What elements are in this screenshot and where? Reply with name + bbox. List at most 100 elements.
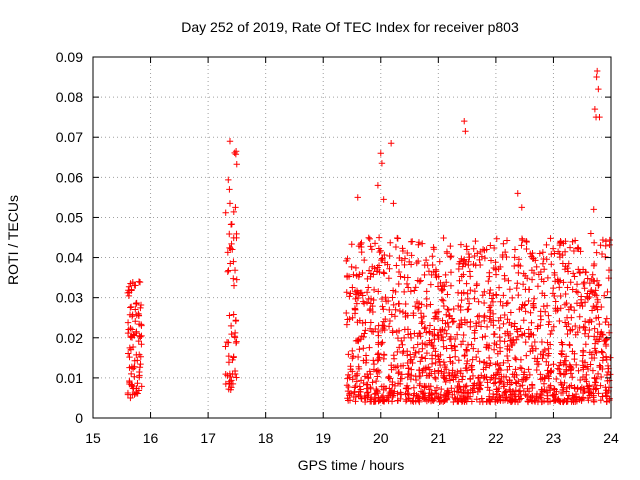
data-point	[138, 383, 145, 390]
data-point	[369, 379, 376, 386]
data-point	[481, 312, 488, 320]
data-point	[228, 220, 236, 228]
data-point	[593, 385, 600, 392]
data-point	[404, 331, 412, 338]
data-point	[573, 361, 580, 369]
data-point	[489, 390, 497, 398]
data-point	[385, 392, 392, 399]
data-point	[357, 377, 365, 384]
data-point	[474, 250, 481, 257]
data-point	[463, 360, 470, 367]
data-point	[369, 263, 376, 270]
data-point	[446, 377, 454, 384]
data-point	[563, 367, 570, 375]
data-point	[490, 380, 498, 387]
data-point	[402, 397, 410, 405]
data-point	[476, 378, 484, 386]
data-point	[370, 286, 378, 294]
data-point	[571, 237, 579, 244]
data-point	[481, 333, 489, 340]
data-point	[525, 286, 533, 293]
data-point	[388, 362, 395, 369]
data-point	[423, 302, 430, 310]
data-point	[224, 372, 231, 379]
data-point	[560, 384, 567, 391]
data-point	[545, 383, 553, 391]
data-point	[538, 276, 545, 283]
data-point	[528, 382, 536, 389]
data-point	[355, 290, 363, 297]
data-point	[597, 382, 604, 389]
data-point	[431, 368, 438, 375]
data-point	[380, 306, 387, 313]
data-point	[375, 368, 383, 376]
data-point	[513, 284, 520, 292]
data-point	[582, 326, 589, 334]
data-point	[574, 245, 581, 252]
data-point	[593, 249, 600, 256]
data-point	[531, 398, 539, 405]
data-point	[392, 306, 399, 313]
data-point	[395, 344, 403, 351]
data-point	[456, 383, 463, 390]
data-point	[498, 377, 505, 385]
data-point	[127, 303, 135, 311]
data-point	[509, 294, 516, 302]
data-point	[410, 384, 418, 391]
data-point	[490, 322, 497, 329]
data-point	[590, 206, 597, 213]
data-point	[377, 150, 384, 157]
data-point	[421, 271, 428, 279]
data-point	[401, 326, 409, 333]
data-point	[346, 397, 354, 404]
data-point	[552, 307, 560, 315]
data-point	[474, 388, 482, 395]
data-point	[556, 284, 563, 291]
data-point	[124, 289, 131, 297]
data-point	[125, 326, 132, 333]
data-point	[590, 398, 598, 405]
data-point	[230, 282, 238, 289]
data-point	[365, 284, 372, 291]
data-point	[463, 243, 470, 250]
data-point	[439, 326, 446, 333]
data-point	[515, 269, 522, 277]
data-point	[131, 282, 138, 289]
data-point	[355, 242, 363, 250]
data-point	[346, 390, 353, 397]
data-point	[371, 240, 379, 247]
data-point	[459, 338, 467, 345]
data-point	[450, 318, 458, 325]
data-point	[444, 306, 451, 313]
data-point	[374, 328, 382, 336]
data-point	[544, 398, 552, 406]
data-point	[128, 334, 136, 341]
data-point	[443, 330, 450, 337]
data-point	[593, 73, 600, 81]
data-point	[463, 398, 470, 405]
data-point	[479, 334, 486, 341]
data-point	[523, 374, 531, 381]
x-tick-label: 24	[603, 430, 619, 446]
data-point	[395, 327, 403, 334]
data-point	[136, 351, 143, 358]
data-point	[602, 353, 610, 360]
y-tick-label: 0.06	[56, 169, 83, 185]
data-point	[487, 257, 495, 264]
data-point	[575, 367, 582, 374]
data-point	[350, 271, 357, 278]
data-point	[443, 279, 450, 286]
data-point	[595, 390, 602, 397]
data-point	[602, 392, 610, 399]
data-point	[543, 241, 550, 249]
data-point	[571, 307, 578, 314]
data-point	[524, 275, 531, 282]
data-point	[506, 376, 513, 384]
data-point	[565, 392, 573, 399]
data-point	[507, 387, 514, 395]
data-point	[578, 299, 585, 307]
data-point	[593, 292, 600, 299]
data-point	[514, 190, 521, 197]
data-point	[465, 250, 472, 258]
